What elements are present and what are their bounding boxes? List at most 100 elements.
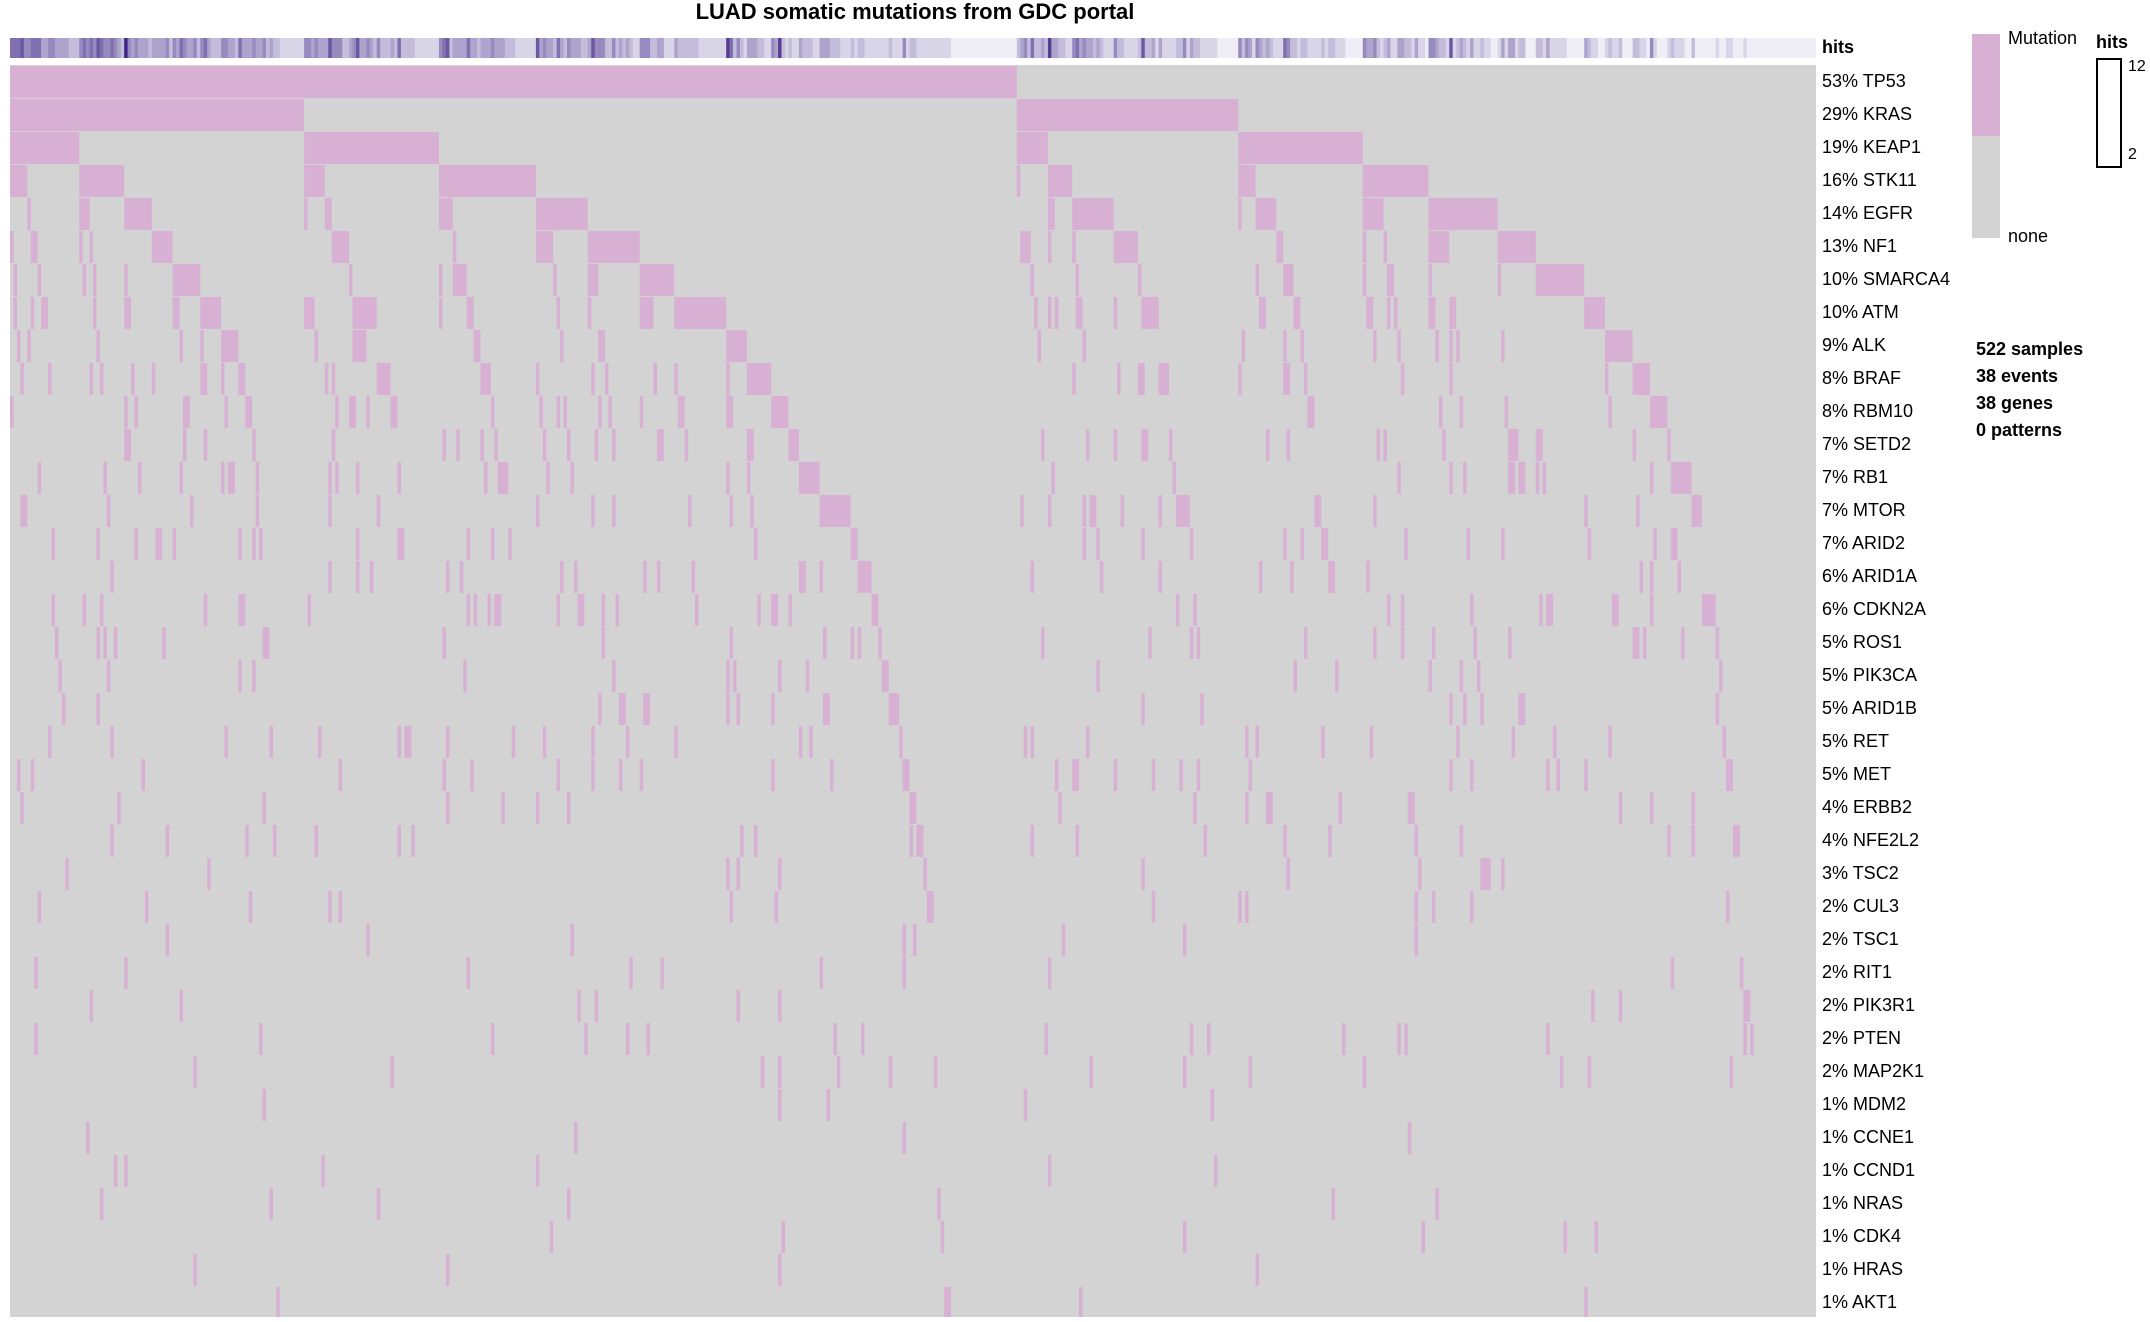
gene-label-ret: 5% RET (1822, 725, 1889, 758)
hits-cell (798, 38, 803, 58)
hits-cell (1490, 38, 1495, 58)
mutation-cell-setd2 (567, 429, 571, 461)
hits-cell (72, 38, 77, 58)
hits-cell (1342, 38, 1346, 58)
mutation-cell-nfe2l2 (1691, 825, 1695, 857)
mutation-cell-braf (674, 363, 678, 395)
mutation-cell-mtor (1636, 495, 1640, 527)
mutation-cell-nras (937, 1188, 941, 1220)
mutation-cell-atm (1393, 297, 1398, 329)
hits-cell (1698, 38, 1703, 58)
gene-pct: 1% (1822, 1193, 1849, 1213)
hits-cell (1681, 38, 1685, 58)
hits-legend-box (2096, 58, 2122, 168)
gene-pct: 10% (1822, 302, 1859, 322)
hits-cell (1258, 38, 1263, 58)
mutation-cell-ret (110, 726, 114, 758)
hits-cell (836, 38, 841, 58)
mutation-cell-arid2 (753, 528, 758, 560)
mutation-cell-cdkn2a (1470, 594, 1474, 626)
mutation-cell-cdkn2a (238, 594, 246, 626)
hits-cell (1449, 38, 1454, 58)
mutation-cell-arid2 (51, 528, 55, 560)
mutation-cell-ret (317, 726, 322, 758)
hits-cell (1566, 38, 1571, 58)
hits-cell (1362, 38, 1367, 58)
mutation-cell-smarca4 (1362, 264, 1367, 296)
mutation-cell-arid1a (643, 561, 647, 593)
gene-pct: 8% (1822, 401, 1849, 421)
mutation-cell-smarca4 (1497, 264, 1502, 296)
mutation-cell-rbm10 (124, 396, 128, 428)
mutation-cell-erbb2 (1618, 792, 1623, 824)
hits-cell (1041, 38, 1045, 58)
mutation-cell-tsc2 (1501, 858, 1505, 890)
mutation-cell-alk (179, 330, 183, 362)
mutation-cell-arid2 (1321, 528, 1329, 560)
mutation-cell-arid1a (369, 561, 374, 593)
mutation-cell-nfe2l2 (245, 825, 249, 857)
mutation-cell-alk (1300, 330, 1304, 362)
mutation-cell-arid1a (445, 561, 450, 593)
mutation-cell-rb1 (570, 462, 574, 494)
hits-cell (1089, 38, 1094, 58)
mutation-cell-arid1a (1099, 561, 1104, 593)
mutation-cell-arid1b (771, 693, 775, 725)
mutation-cell-cdk4 (781, 1221, 785, 1253)
hits-cell (279, 38, 284, 58)
gene-label-met: 5% MET (1822, 758, 1891, 791)
hits-cell (511, 38, 516, 58)
hits-cell (355, 38, 360, 58)
mutation-cell-cdkn2a (1611, 594, 1619, 626)
hits-cell (1511, 38, 1516, 58)
mutation-cell-egfr (535, 198, 588, 230)
mutation-cell-met (618, 759, 623, 791)
hits-cell (1563, 38, 1568, 58)
mutation-cell-rb1 (221, 462, 225, 494)
gene-label-atm: 10% ATM (1822, 296, 1899, 329)
mutation-cell-ros1 (1303, 627, 1308, 659)
hits-cell (1134, 38, 1139, 58)
hits-cell (106, 38, 111, 58)
hits-cell (1501, 38, 1505, 58)
gene-name: ARID2 (1848, 533, 1906, 553)
hits-cell (189, 38, 194, 58)
mutation-cell-ret (445, 726, 450, 758)
mutation-cell-mtor (255, 495, 260, 527)
mutation-cell-cdkn2a (695, 594, 699, 626)
mutation-cell-smarca4 (93, 264, 97, 296)
hits-cell (380, 38, 384, 58)
mutation-cell-nras (1435, 1188, 1439, 1220)
hits-cell (1220, 38, 1225, 58)
mutation-cell-mtor (750, 495, 754, 527)
hits-cell (539, 38, 544, 58)
mutation-cell-map2k1 (1362, 1056, 1367, 1088)
gene-name: PIK3CA (1848, 665, 1918, 685)
hits-cell (1348, 38, 1353, 58)
hits-cell (214, 38, 218, 58)
hits-cell (1200, 38, 1204, 58)
mutation-cell-stk11 (10, 165, 28, 197)
hits-cell (349, 38, 353, 58)
hits-cell (1442, 38, 1447, 58)
mutation-cell-ret (511, 726, 516, 758)
hits-cell (304, 38, 308, 58)
mutation-cell-ros1 (823, 627, 827, 659)
hits-cell (902, 38, 907, 58)
mutation-cell-pik3r1 (778, 990, 782, 1022)
hits-cell (726, 38, 730, 58)
hits-cell (1034, 38, 1038, 58)
mutation-cell-pik3ca (733, 660, 737, 692)
gene-pct: 16% (1822, 170, 1859, 190)
mutation-cell-hras (778, 1254, 782, 1286)
mutation-cell-mtor (106, 495, 111, 527)
mutation-cell-braf (1632, 363, 1650, 395)
hits-cell (1784, 38, 1789, 58)
mutation-cell-tsc1 (913, 924, 917, 956)
mutation-cell-mtor (1047, 495, 1052, 527)
hits-cell (795, 38, 800, 58)
mutation-cell-mdm2 (778, 1089, 782, 1121)
mutation-cell-arid2 (1501, 528, 1505, 560)
hits-cell (1494, 38, 1498, 58)
hits-cell (1643, 38, 1647, 58)
